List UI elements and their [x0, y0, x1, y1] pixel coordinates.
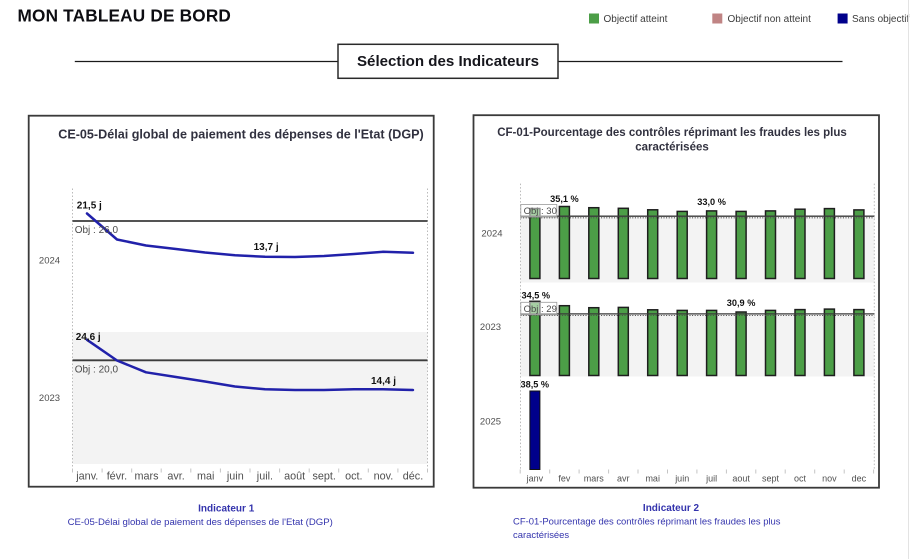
svg-text:oct: oct: [794, 474, 807, 484]
svg-text:août: août: [284, 471, 305, 483]
svg-text:CE-05-Délai global de paiement: CE-05-Délai global de paiement des dépen…: [68, 517, 333, 528]
svg-text:déc.: déc.: [403, 471, 423, 483]
svg-text:30,9 %: 30,9 %: [727, 298, 756, 308]
svg-text:Obj : 26,0: Obj : 26,0: [75, 225, 119, 236]
svg-text:sept.: sept.: [312, 471, 335, 483]
svg-text:janv: janv: [526, 474, 544, 484]
svg-text:CF-01-Pourcentage des contrôle: CF-01-Pourcentage des contrôles répriman…: [513, 517, 781, 528]
svg-text:Sélection des Indicateurs: Sélection des Indicateurs: [357, 53, 539, 70]
svg-text:avr.: avr.: [167, 471, 184, 483]
svg-text:oct.: oct.: [345, 471, 362, 483]
svg-text:13,7 j: 13,7 j: [254, 242, 279, 253]
svg-text:nov.: nov.: [374, 471, 394, 483]
svg-text:mars: mars: [584, 474, 604, 484]
svg-text:fev: fev: [558, 474, 571, 484]
svg-text:14,4 j: 14,4 j: [371, 376, 396, 387]
svg-text:Obj : 30: Obj : 30: [524, 206, 557, 217]
svg-text:Objectif atteint: Objectif atteint: [604, 14, 668, 25]
svg-text:Indicateur 2: Indicateur 2: [643, 503, 700, 514]
svg-text:juil.: juil.: [256, 471, 273, 483]
svg-text:24,6 j: 24,6 j: [76, 332, 101, 343]
svg-text:35,1 %: 35,1 %: [550, 194, 579, 204]
svg-text:avr: avr: [617, 474, 630, 484]
svg-text:juil: juil: [705, 474, 717, 484]
svg-text:févr.: févr.: [107, 471, 127, 483]
svg-text:2023: 2023: [480, 322, 501, 333]
svg-text:mai: mai: [197, 471, 214, 483]
svg-text:juin: juin: [674, 474, 689, 484]
svg-text:34,5 %: 34,5 %: [521, 290, 550, 300]
svg-text:Indicateur 1: Indicateur 1: [198, 504, 255, 515]
svg-text:sept: sept: [762, 474, 780, 484]
svg-text:mai: mai: [645, 474, 660, 484]
svg-text:caractérisées: caractérisées: [635, 142, 709, 154]
svg-text:MON TABLEAU DE BORD: MON TABLEAU DE BORD: [18, 6, 232, 26]
svg-text:aout: aout: [732, 474, 750, 484]
svg-text:Obj : 20,0: Obj : 20,0: [75, 365, 119, 376]
svg-text:janv.: janv.: [75, 471, 98, 483]
svg-text:21,5 j: 21,5 j: [77, 201, 102, 212]
svg-text:nov: nov: [822, 474, 837, 484]
svg-text:CF-01-Pourcentage des contrôle: CF-01-Pourcentage des contrôles répriman…: [497, 127, 847, 139]
svg-text:juin: juin: [226, 471, 244, 483]
svg-text:Objectif non atteint: Objectif non atteint: [728, 14, 812, 25]
svg-text:33,0 %: 33,0 %: [697, 197, 726, 207]
svg-text:2023: 2023: [39, 393, 60, 404]
svg-text:2025: 2025: [480, 417, 501, 428]
svg-text:CE-05-Délai global de paiement: CE-05-Délai global de paiement des dépen…: [58, 127, 424, 141]
svg-text:38,5 %: 38,5 %: [520, 379, 549, 389]
svg-text:Obj : 29: Obj : 29: [524, 304, 557, 315]
svg-text:caractérisées: caractérisées: [513, 530, 569, 541]
svg-text:dec: dec: [852, 474, 867, 484]
svg-text:2024: 2024: [481, 229, 502, 240]
svg-text:mars: mars: [135, 471, 160, 483]
svg-text:Sans objectif: Sans objectif: [852, 14, 909, 25]
svg-text:2024: 2024: [39, 256, 60, 267]
